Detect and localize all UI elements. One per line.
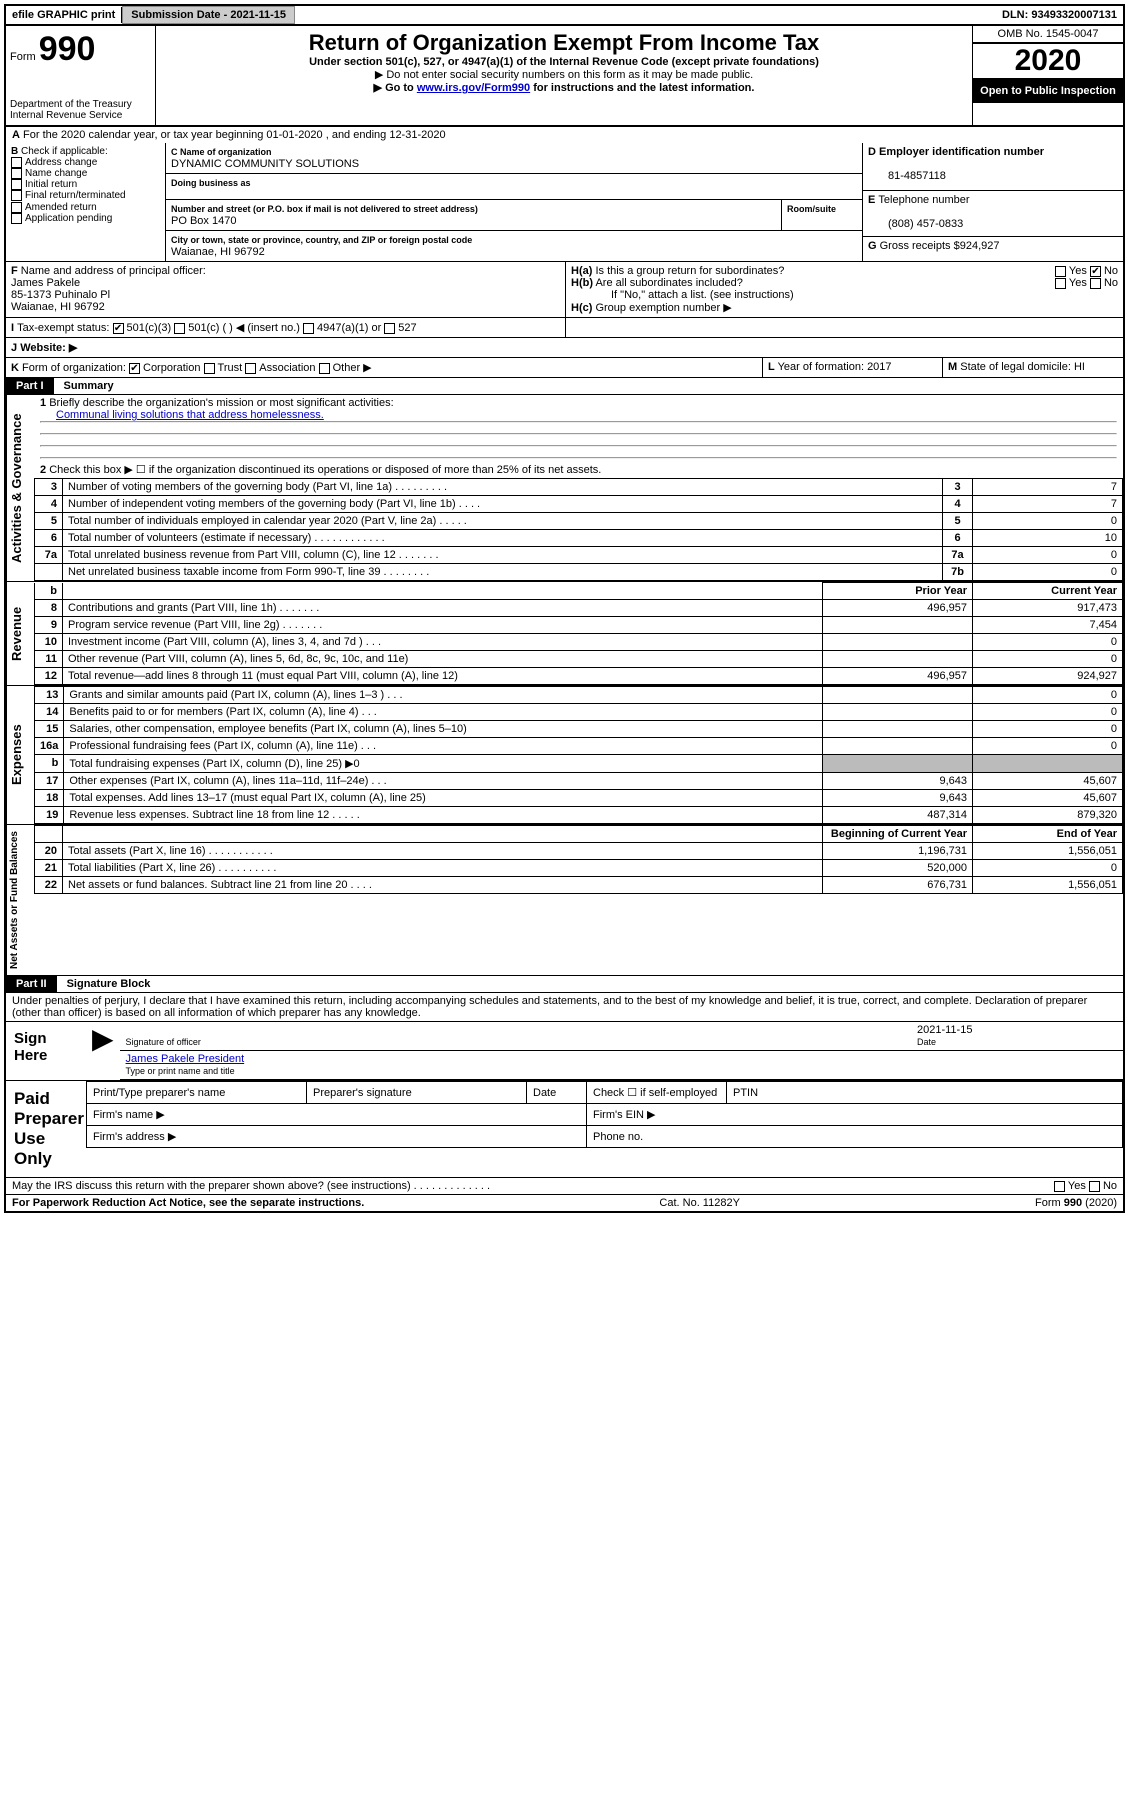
vlabel-revenue: Revenue [6, 582, 34, 685]
header-right: OMB No. 1545-0047 2020 Open to Public In… [973, 26, 1123, 125]
part1-header: Part I Summary [6, 378, 1123, 395]
irs-link[interactable]: www.irs.gov/Form990 [417, 82, 530, 94]
main-title: Return of Organization Exempt From Incom… [160, 30, 968, 56]
org-block: B Check if applicable: Address change Na… [6, 143, 1123, 262]
governance-block: Activities & Governance 1 Briefly descri… [6, 395, 1123, 582]
period-line: A For the 2020 calendar year, or tax yea… [6, 126, 1123, 143]
form-org-row: K Form of organization: Corporation Trus… [6, 358, 1123, 378]
sign-here-block: Sign Here ▶ Signature of officer 2021-11… [6, 1021, 1123, 1080]
header: Form 990 Department of the Treasury Inte… [6, 26, 1123, 126]
officer-addr2: Waianae, HI 96792 [11, 301, 105, 313]
governance-table: 3Number of voting members of the governi… [34, 478, 1123, 581]
subtitle: Under section 501(c), 527, or 4947(a)(1)… [160, 56, 968, 68]
netassets-block: Net Assets or Fund Balances Beginning of… [6, 825, 1123, 976]
org-street: PO Box 1470 [171, 215, 236, 227]
form-footer: Form 990 (2020) [1035, 1197, 1117, 1209]
vlabel-net: Net Assets or Fund Balances [6, 825, 34, 975]
section-c: C Name of organization DYNAMIC COMMUNITY… [166, 143, 863, 261]
form-page: efile GRAPHIC print Submission Date - 20… [4, 4, 1125, 1213]
section-b: B Check if applicable: Address change Na… [6, 143, 166, 261]
sign-here-label: Sign Here [6, 1022, 86, 1080]
officer-addr1: 85-1373 Puhinalo Pl [11, 289, 110, 301]
dept: Department of the Treasury [10, 99, 151, 110]
vlabel-governance: Activities & Governance [6, 395, 34, 581]
header-mid: Return of Organization Exempt From Incom… [156, 26, 973, 125]
website-row: J Website: ▶ [6, 338, 1123, 358]
inspection: Open to Public Inspection [973, 79, 1123, 103]
ein: 81-4857118 [868, 170, 946, 182]
phone: (808) 457-0833 [868, 218, 963, 230]
expenses-table: 13Grants and similar amounts paid (Part … [34, 686, 1123, 824]
omb: OMB No. 1545-0047 [973, 26, 1123, 43]
tax-status-row: I Tax-exempt status: 501(c)(3) 501(c) ( … [6, 318, 1123, 338]
header-left: Form 990 Department of the Treasury Inte… [6, 26, 156, 125]
note-ssn: Do not enter social security numbers on … [160, 68, 968, 81]
org-city: Waianae, HI 96792 [171, 246, 265, 258]
officer-name: James Pakele [11, 277, 80, 289]
part2-header: Part II Signature Block [6, 976, 1123, 993]
org-name: DYNAMIC COMMUNITY SOLUTIONS [171, 158, 359, 170]
form-label: Form [10, 51, 36, 63]
dln: DLN: 93493320007131 [996, 7, 1123, 23]
mission-link[interactable]: Communal living solutions that address h… [56, 409, 324, 421]
net-table: Beginning of Current YearEnd of Year20To… [34, 825, 1123, 894]
paid-preparer-label: Paid Preparer Use Only [6, 1081, 86, 1177]
revenue-block: Revenue bPrior YearCurrent Year8Contribu… [6, 582, 1123, 686]
submission-date-btn[interactable]: Submission Date - 2021-11-15 [122, 6, 295, 24]
note-link: ▶ Go to www.irs.gov/Form990 for instruct… [160, 81, 968, 94]
officer-typed-name[interactable]: James Pakele President [126, 1053, 245, 1065]
tax-year: 2020 [973, 43, 1123, 79]
footer: For Paperwork Reduction Act Notice, see … [6, 1194, 1123, 1211]
section-de: D Employer identification number 81-4857… [863, 143, 1123, 261]
officer-block: F Name and address of principal officer:… [6, 262, 1123, 318]
vlabel-expenses: Expenses [6, 686, 34, 824]
efile-label: efile GRAPHIC print [6, 7, 122, 23]
topbar: efile GRAPHIC print Submission Date - 20… [6, 6, 1123, 26]
form-number: 990 [39, 30, 96, 68]
paid-preparer-block: Paid Preparer Use Only Print/Type prepar… [6, 1080, 1123, 1177]
expenses-block: Expenses 13Grants and similar amounts pa… [6, 686, 1123, 825]
irs: Internal Revenue Service [10, 110, 151, 121]
sign-arrow-icon: ▶ [86, 1022, 120, 1080]
gross-receipts: 924,927 [960, 240, 1000, 252]
revenue-table: bPrior YearCurrent Year8Contributions an… [34, 582, 1123, 685]
perjury-text: Under penalties of perjury, I declare th… [6, 993, 1123, 1021]
discuss-row: May the IRS discuss this return with the… [6, 1177, 1123, 1194]
preparer-table: Print/Type preparer's name Preparer's si… [86, 1081, 1123, 1148]
